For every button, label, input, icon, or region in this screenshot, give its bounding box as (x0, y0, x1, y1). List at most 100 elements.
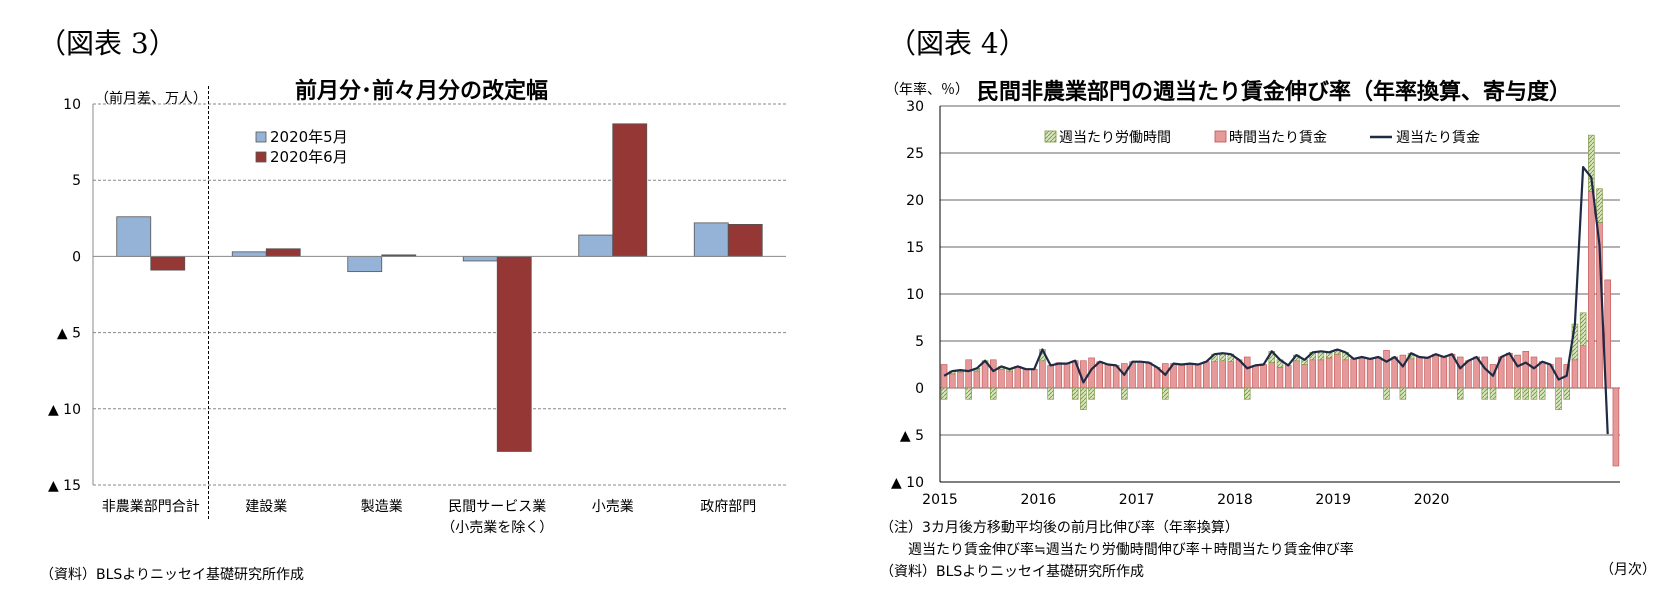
figure-4-note-1: （注）3カ月後方移動平均後の前月比伸び率（年率換算） (880, 520, 1239, 536)
figure-4-bar-weekly-hours (1071, 387, 1079, 400)
figure-4-bar-hourly-wage (1358, 356, 1366, 389)
figure-4-y-tick-label: ▲ 5 (900, 428, 924, 444)
figure-4-bar-hourly-wage (1440, 356, 1448, 389)
figure-4-bar-weekly-hours (1538, 387, 1546, 400)
figure-4-x-axis-label: （月次） (1600, 562, 1656, 578)
figure-4-bar-hourly-wage (973, 370, 981, 389)
figure-3-bars (116, 123, 763, 452)
figure-4-bar-hourly-wage (1243, 356, 1251, 389)
figure-4-line-weekly-wage (943, 166, 1609, 435)
figure-4-bar-hourly-wage (1342, 359, 1349, 389)
figure-3-y-tick-label: ▲ 5 (57, 326, 81, 342)
figure-4-unit: （年率、％） (885, 82, 969, 98)
figure-3-axes (92, 86, 786, 520)
figure-4-bar-hourly-wage (1203, 361, 1210, 389)
figure-4-bar-hourly-wage (1334, 353, 1341, 389)
figure-4-bar-hourly-wage (1522, 351, 1530, 389)
figure-4-x-tick-label: 2020 (1414, 492, 1450, 508)
figure-3-bar (727, 223, 763, 257)
figure-4-bar-weekly-hours (1399, 387, 1407, 400)
figure-4-bar-hourly-wage (1227, 361, 1235, 389)
figure-4-bar-weekly-hours (990, 387, 997, 400)
figure-4-bar-hourly-wage (1063, 363, 1071, 389)
figure-4-bar-hourly-wage (1383, 350, 1390, 389)
figure-4-bar-hourly-wage (949, 373, 956, 389)
figure-4-y-tick-label: 20 (906, 193, 924, 209)
figure-4-bar-hourly-wage (1268, 362, 1276, 389)
figure-4-y-tick-label: 30 (906, 99, 924, 115)
figure-4-bar-hourly-wage (1465, 360, 1472, 389)
figure-4-bar-hourly-wage (1375, 356, 1382, 389)
figure-4-bar-weekly-hours (1579, 312, 1587, 346)
figure-4-bar-hourly-wage (1104, 364, 1112, 389)
figure-4-x-tick-label: 2017 (1119, 492, 1155, 508)
figure-4-bar-hourly-wage (1178, 364, 1185, 389)
figure-4-bar-hourly-wage (1260, 364, 1267, 389)
figure-3-y-tick-label: 5 (72, 173, 81, 189)
figure-4-bar-hourly-wage (1456, 356, 1464, 389)
figure-4-y-tick-label: ▲ 10 (891, 475, 924, 491)
figure-4-bar-hourly-wage (1022, 368, 1030, 389)
figure-4-bar-weekly-hours (1596, 188, 1603, 223)
figure-4-bar-hourly-wage (1301, 364, 1308, 389)
figure-4-bar-hourly-wage (1604, 279, 1611, 389)
figure-4-bar-weekly-hours (1522, 387, 1530, 400)
figure-4-bar-hourly-wage (1186, 363, 1194, 389)
figure-4-bar-weekly-hours (965, 387, 972, 400)
figure-4-gridlines (940, 105, 1620, 436)
figure-3-bar (612, 123, 648, 257)
figure-4-bar-hourly-wage (1252, 365, 1259, 389)
figure-4-bar-hourly-wage (1055, 362, 1063, 389)
figure-3-bar (693, 222, 729, 257)
figure-3-chart: 10 5 0 ▲ 5 ▲ 10 ▲ 15 非農業部門合計 建設業 製造業 民間サービス業 （小売業… (48, 86, 786, 536)
figure-4-bar-weekly-hours (1481, 387, 1489, 400)
figure-4-bar-weekly-hours (1383, 387, 1390, 400)
figure-4-bar-hourly-wage (1284, 365, 1292, 389)
figure-3-x-tick-label: 非農業部門合計 (102, 499, 200, 515)
figure-4-bars (940, 134, 1620, 467)
figure-4-bar-weekly-hours (1243, 387, 1251, 400)
figure-4-title: 民間非農業部門の週当たり賃金伸び率（年率換算、寄与度） (977, 80, 1572, 105)
figure-4-bar-hourly-wage (1407, 358, 1415, 389)
figure-3-x-tick-label: 民間サービス業 (448, 499, 546, 515)
figure-4-bar-hourly-wage (1145, 362, 1153, 389)
figure-4-bar-hourly-wage (1612, 387, 1620, 467)
figure-4-legend-label: 週当たり労働時間 (1059, 130, 1171, 146)
figure-4-bar-hourly-wage (1399, 354, 1407, 389)
figure-4-x-tick-labels: 2015 2016 2017 2018 2019 2020 (922, 492, 1449, 508)
figure-4-bar-weekly-hours (1080, 387, 1087, 410)
figure-4-bar-weekly-hours (1121, 387, 1128, 400)
figure-4-legend-swatch (1214, 130, 1227, 143)
figure-4-x-tick-label: 2018 (1217, 492, 1253, 508)
figure-4-bar-hourly-wage (990, 359, 997, 389)
figure-4-y-tick-label: 15 (906, 240, 924, 256)
figure-3-legend: 2020年5月 2020年6月 (255, 128, 348, 166)
figure-3-x-tick-sublabel: （小売業を除く） (441, 520, 553, 536)
figure-4-bar-hourly-wage (1555, 357, 1562, 389)
figure-4-x-tick-label: 2019 (1315, 492, 1351, 508)
figure-3-y-tick-label: ▲ 15 (48, 478, 81, 494)
figure-4-legend-swatch (1044, 130, 1057, 143)
figure-3-label: （図表 3） (38, 27, 177, 60)
figure-4-bar-hourly-wage (1416, 356, 1423, 389)
figure-3-legend-swatch (255, 131, 267, 143)
figure-4-y-tick-label: 10 (906, 287, 924, 303)
figure-4-bar-hourly-wage (965, 359, 972, 389)
figure-4-y-tick-label: 0 (915, 381, 924, 397)
figure-4-bar-hourly-wage (1432, 353, 1439, 389)
figure-3-x-tick-label: 政府部門 (700, 499, 756, 515)
figure-4-bar-hourly-wage (940, 364, 948, 389)
figure-4-legend: 週当たり労働時間 時間当たり賃金 週当たり賃金 (1044, 130, 1480, 146)
figure-4-y-tick-labels: 30 25 20 15 10 5 0 ▲ 5 ▲ 10 (891, 99, 924, 491)
figure-3-y-tick-label: 0 (72, 249, 81, 265)
figure-4-bar-weekly-hours (1555, 387, 1562, 410)
figure-3-bar (496, 255, 532, 452)
figure-4-note-2: 週当たり賃金伸び率≒週当たり労働時間伸び率＋時間当たり賃金伸び率 (880, 542, 1354, 558)
figure-4-bar-hourly-wage (1530, 356, 1538, 389)
figure-4-y-tick-label: 5 (915, 334, 924, 350)
figure-4-bar-hourly-wage (1096, 361, 1104, 389)
figure-4-bar-weekly-hours (1514, 387, 1521, 400)
figure-4-bar-hourly-wage (1030, 368, 1038, 389)
figure-4-bar-hourly-wage (1366, 358, 1374, 389)
figure-3-y-tick-label: ▲ 10 (48, 402, 81, 418)
